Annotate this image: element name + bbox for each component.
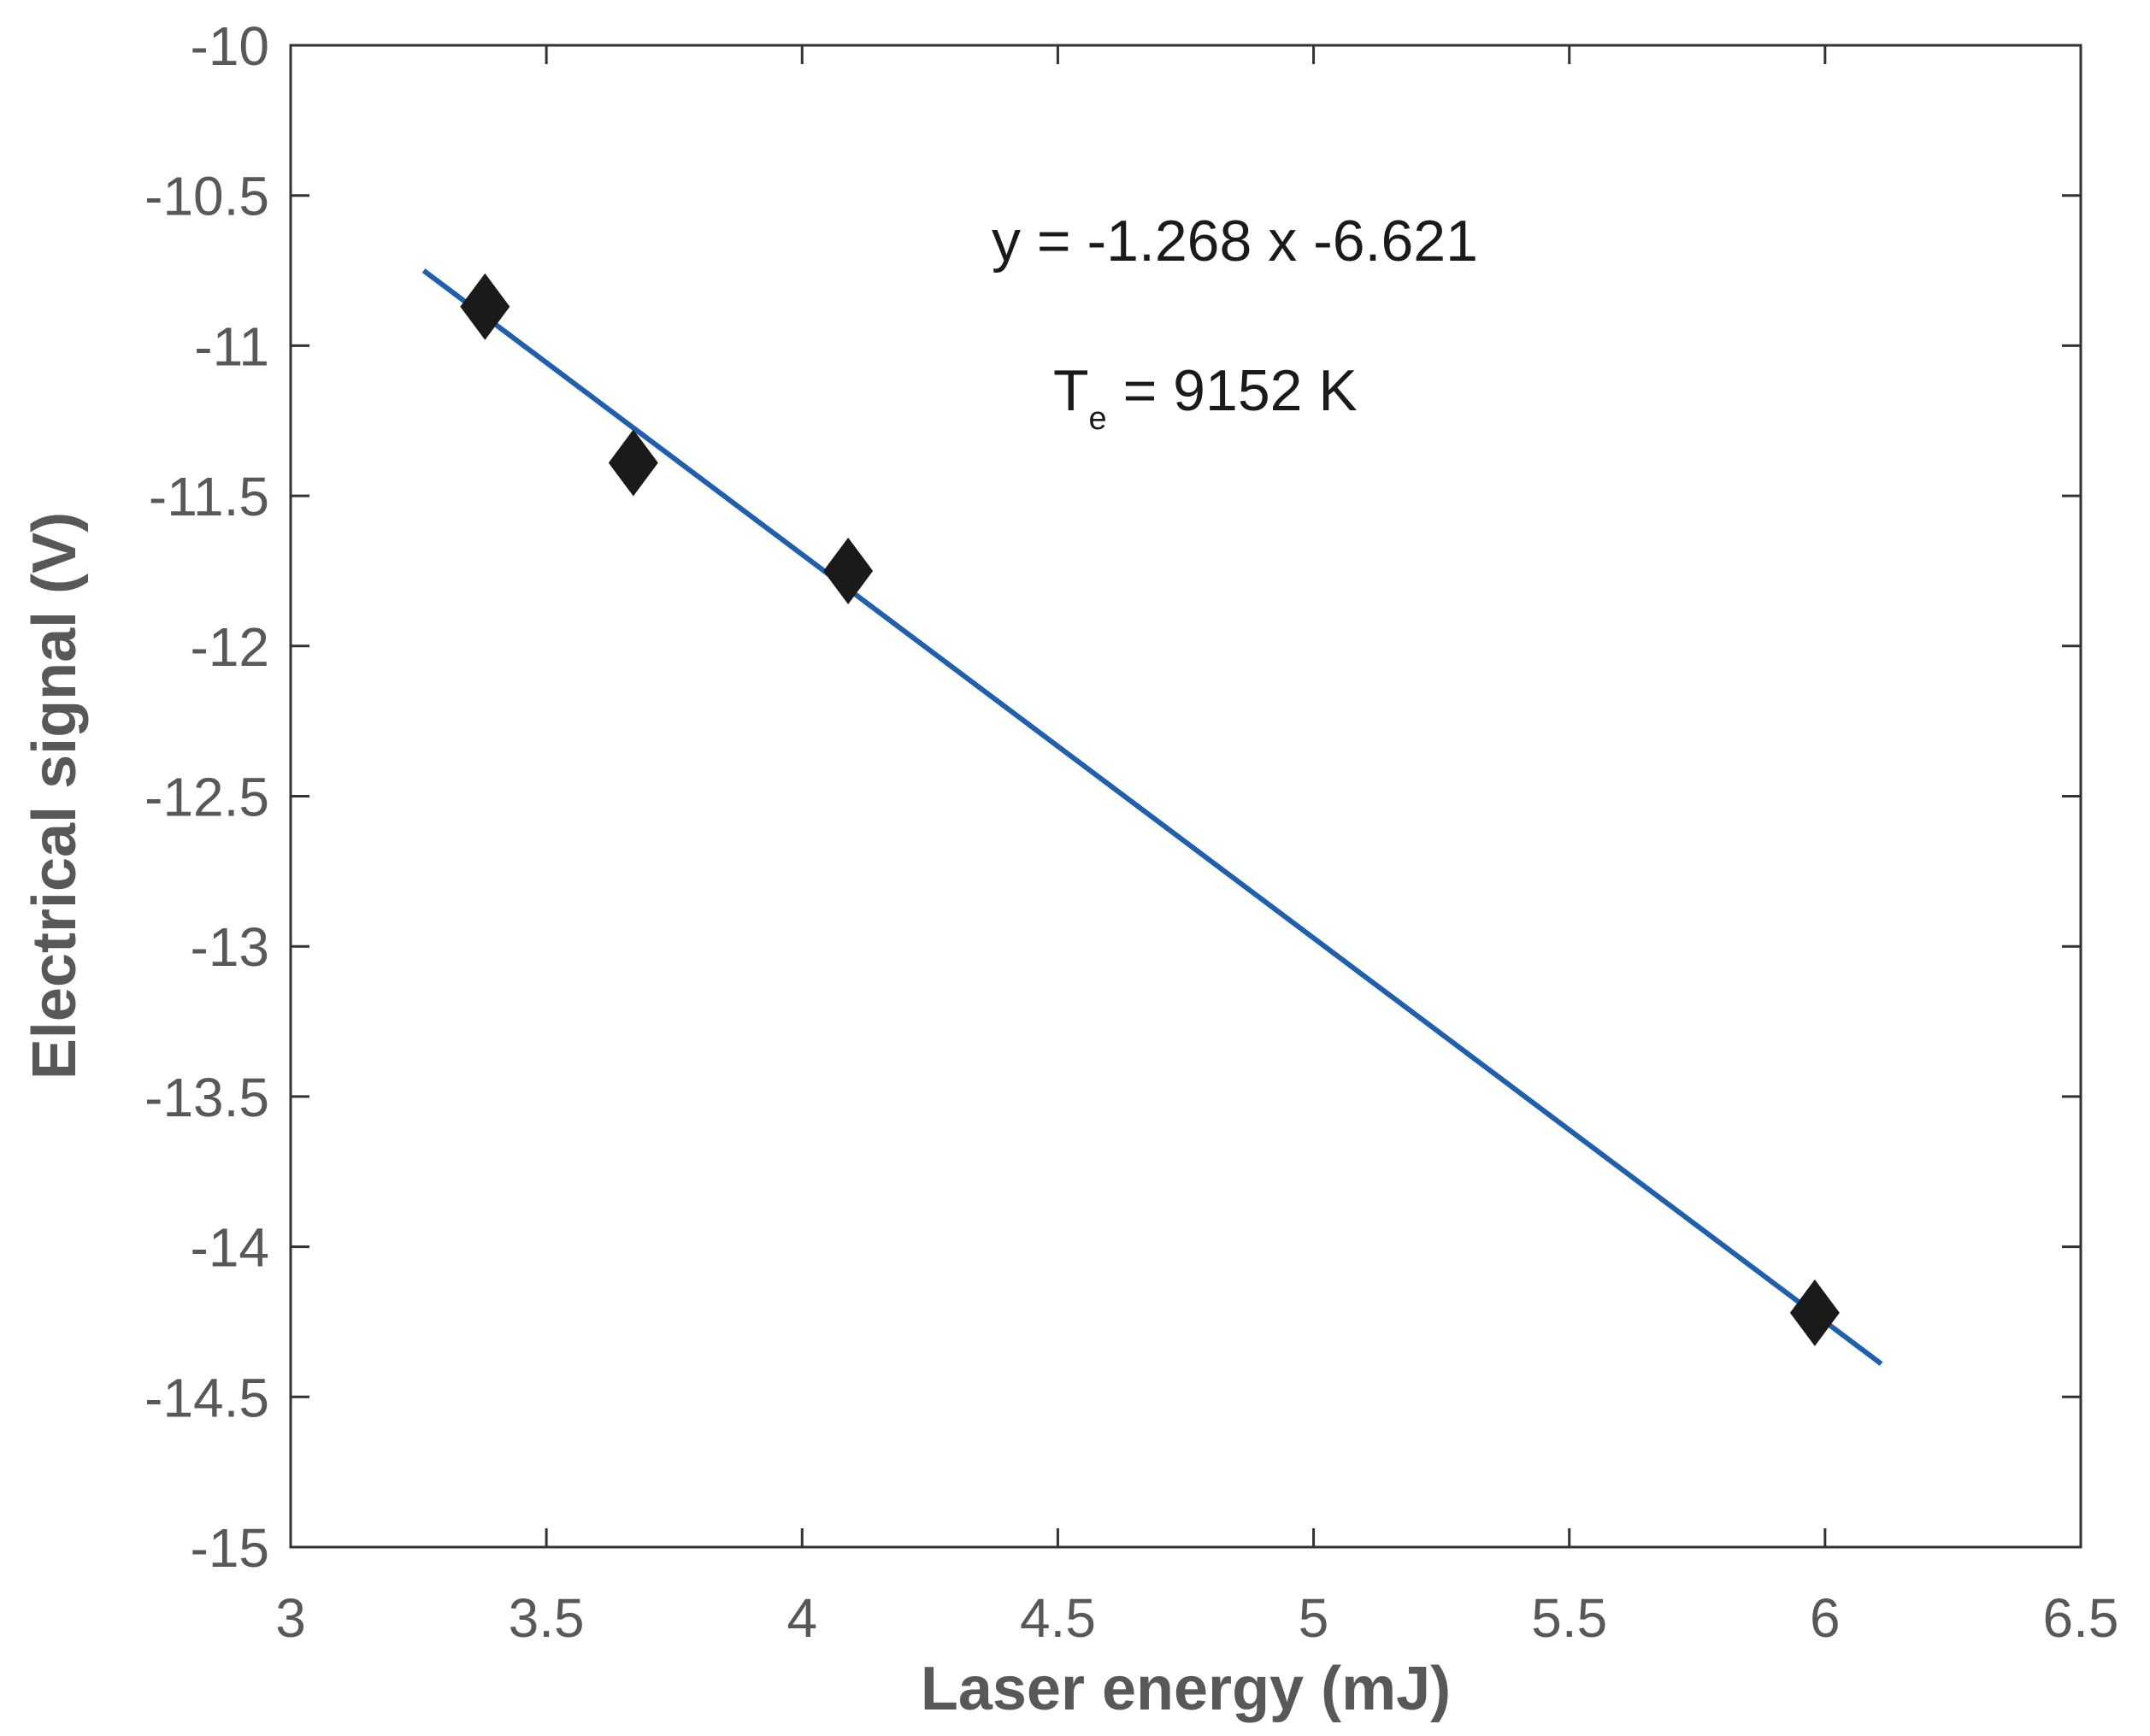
x-tick-label: 6	[1810, 1587, 1841, 1649]
temperature-subscript: e	[1089, 401, 1107, 437]
x-tick-label: 3	[275, 1587, 306, 1649]
y-tick-label: -10	[191, 15, 270, 77]
x-tick-label: 4	[786, 1587, 817, 1649]
x-tick-label: 5.5	[1531, 1587, 1607, 1649]
data-point-diamond	[608, 429, 658, 497]
data-point-diamond	[460, 273, 510, 340]
y-tick-label: -15	[191, 1517, 270, 1579]
x-tick-label: 5	[1299, 1587, 1329, 1649]
y-tick-label: -12.5	[144, 767, 269, 828]
temperature-symbol: T	[1053, 358, 1089, 423]
y-tick-label: -10.5	[144, 166, 269, 227]
y-tick-label: -13	[191, 916, 270, 978]
x-tick-labels: 3 3.5 4 4.5 5 5.5 6 6.5	[275, 1587, 2118, 1649]
x-tick-label: 6.5	[2043, 1587, 2119, 1649]
x-axis-title: Laser energy (mJ)	[921, 1655, 1451, 1723]
x-tick-label: 4.5	[1020, 1587, 1096, 1649]
temperature-annotation: Te = 9152 K	[1053, 358, 1358, 437]
fit-equation: y = -1.268 x -6.621	[992, 209, 1478, 274]
y-tick-label: -13.5	[144, 1067, 269, 1128]
y-axis-title: Electrical signal (V)	[21, 512, 89, 1080]
plot-area	[289, 44, 2082, 1549]
data-point-diamond	[1789, 1279, 1840, 1346]
y-tick-label: -14.5	[144, 1367, 269, 1428]
fit-line	[421, 268, 1883, 1367]
y-tick-label: -11	[194, 315, 269, 377]
y-tick-labels: -10 -10.5 -11 -11.5 -12 -12.5 -13 -13.5 -14 -14.5…	[144, 15, 269, 1579]
x-tick-label: 3.5	[509, 1587, 585, 1649]
y-tick-label: -14	[191, 1217, 270, 1279]
axis-ticks	[289, 44, 2082, 1549]
y-tick-label: -12	[191, 616, 270, 678]
data-markers	[460, 273, 1840, 1346]
y-tick-label: -11.5	[149, 466, 269, 527]
data-point-diamond	[823, 537, 874, 604]
temperature-value: = 9152 K	[1107, 358, 1358, 423]
